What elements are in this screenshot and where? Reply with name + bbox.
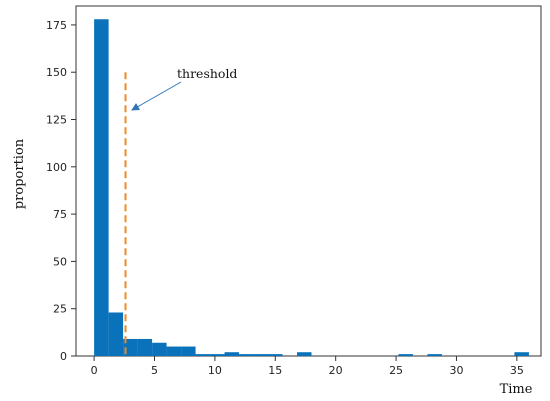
y-tick-label: 175 [46, 19, 67, 32]
histogram-bar [181, 346, 196, 356]
histogram-bars [94, 19, 529, 356]
x-tick-label: 25 [389, 364, 403, 377]
histogram-bar [224, 352, 240, 356]
y-tick-label: 75 [53, 208, 67, 221]
y-axis: 0 25 50 75 100 125 150 175 [46, 19, 76, 363]
y-tick-label: 100 [46, 161, 67, 174]
y-tick-label: 25 [53, 303, 67, 316]
x-tick-label: 0 [91, 364, 98, 377]
histogram-bar [268, 354, 283, 356]
y-tick-label: 125 [46, 114, 67, 127]
histogram-bar [166, 346, 182, 356]
histogram-bar [137, 338, 153, 356]
x-tick-label: 30 [449, 364, 463, 377]
histogram-bar [210, 354, 225, 356]
x-tick-label: 5 [151, 364, 158, 377]
x-axis-title: Time [500, 382, 533, 397]
y-axis-title: proportion [12, 138, 27, 209]
histogram-bar [94, 19, 109, 356]
histogram-bar [239, 354, 254, 356]
y-tick-label: 0 [60, 350, 67, 363]
histogram-bar [152, 342, 167, 356]
histogram-bar [108, 312, 124, 356]
x-tick-label: 20 [329, 364, 343, 377]
y-tick-label: 150 [46, 66, 67, 79]
x-axis: 0 5 10 15 20 25 30 35 [91, 356, 524, 377]
plot-area [75, 5, 542, 357]
y-tick-label: 50 [53, 255, 67, 268]
x-tick-label: 15 [268, 364, 282, 377]
histogram-bar [253, 354, 269, 356]
histogram-bar [427, 354, 442, 356]
x-tick-label: 10 [208, 364, 222, 377]
histogram-bar [398, 354, 413, 356]
histogram-bar [514, 352, 529, 356]
threshold-arrow [131, 81, 182, 111]
threshold-label: threshold [177, 66, 237, 81]
histogram-bar [297, 352, 312, 356]
histogram-bar [195, 354, 211, 356]
histogram-bar [123, 338, 138, 356]
x-tick-label: 35 [510, 364, 524, 377]
